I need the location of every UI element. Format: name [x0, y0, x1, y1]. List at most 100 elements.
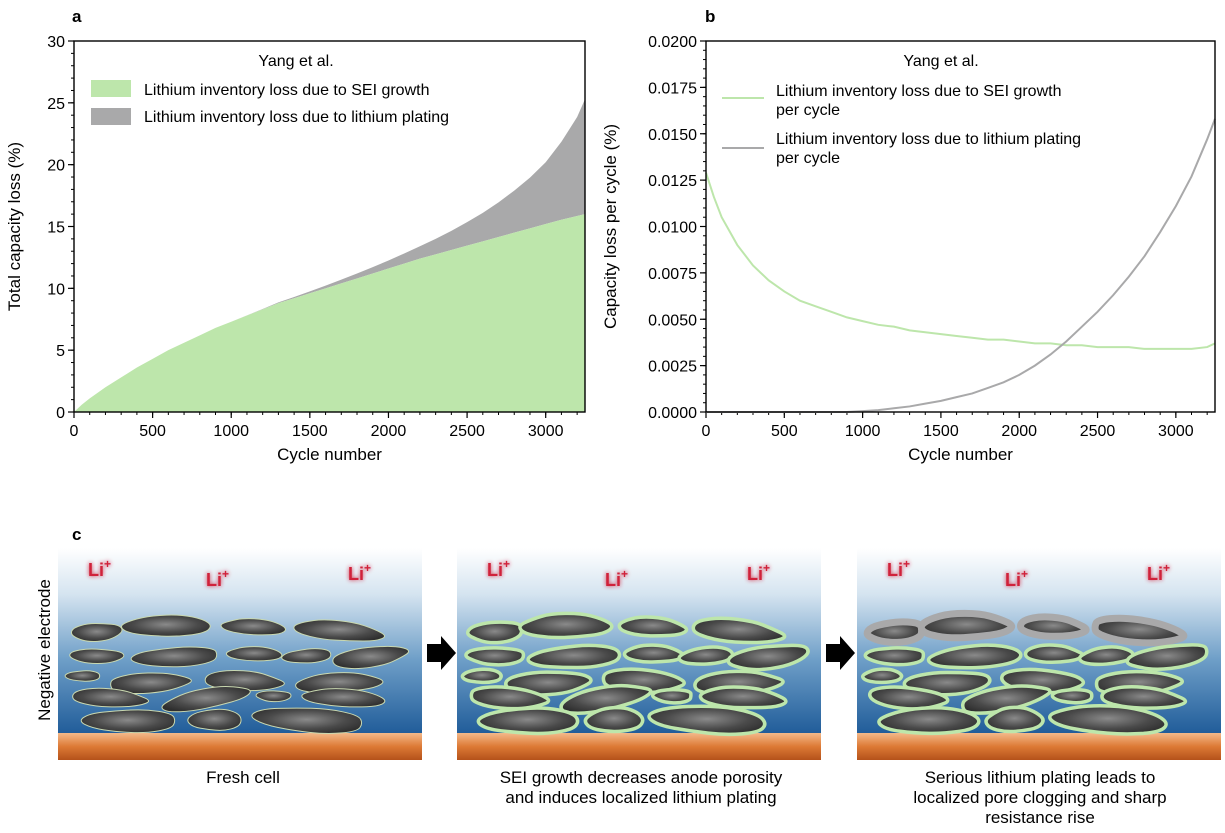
graphite-particle [110, 672, 192, 695]
x-tick-label: 2500 [1080, 423, 1116, 440]
y-tick-label: 5 [56, 343, 65, 360]
panel-label-c: c [72, 525, 81, 544]
y-tick-label: 0.0100 [648, 220, 697, 237]
y-tick-label: 0.0000 [648, 405, 697, 422]
x-tick-label: 1500 [292, 423, 328, 440]
graphite-particle [860, 667, 904, 685]
legend-label-sei: Lithium inventory loss due to SEI growth [776, 83, 1061, 100]
graphite-particle [460, 667, 503, 685]
graphite-particle [863, 618, 926, 646]
graphite-particle [130, 646, 218, 668]
legend-label-plating: Lithium inventory loss due to lithium pl… [776, 131, 1081, 148]
graphite-particle [518, 611, 614, 640]
graphite-particle [220, 618, 287, 636]
x-tick-label: 1500 [923, 423, 959, 440]
graphite-particle [1125, 643, 1209, 672]
graphite-particle [917, 609, 1016, 642]
graphite-particle [1091, 614, 1188, 647]
graphite-particle [476, 706, 580, 736]
y-tick-label: 25 [47, 96, 65, 113]
line-sei [705, 172, 1216, 350]
current-collector [857, 733, 1221, 760]
caption-sei-growth: SEI growth decreases anode porosity and … [499, 768, 783, 807]
legend-label-sei: Lithium inventory loss due to SEI growth [144, 82, 429, 99]
graphite-particle [464, 646, 526, 667]
x-tick-label: 1000 [845, 423, 881, 440]
y-tick-label: 0.0050 [648, 312, 697, 329]
graphite-particle [677, 645, 735, 666]
plot-frame [705, 40, 1216, 413]
arrow-icon [427, 636, 456, 670]
x-tick-label: 1000 [213, 423, 249, 440]
graphite-particle [80, 709, 176, 734]
graphite-particle [121, 614, 211, 637]
graphite-particle [70, 623, 123, 642]
legend-swatch-plating [91, 108, 131, 125]
y-tick-label: 0.0075 [648, 266, 697, 283]
y-tick-label: 0.0150 [648, 127, 697, 144]
graphite-particle [617, 615, 689, 638]
y-tick-label: 0.0200 [648, 34, 697, 51]
graphite-particle [293, 619, 385, 642]
graphite-particle [877, 705, 981, 736]
y-tick-label: 20 [47, 158, 65, 175]
x-tick-label: 0 [70, 423, 79, 440]
panel-label-a: a [72, 7, 82, 26]
caption-serious-plating: Serious lithium plating leads to localiz… [913, 768, 1167, 827]
electrode-panel-1: Li+Li+ Li+ [58, 548, 422, 760]
legend-swatch-sei [91, 80, 131, 97]
graphite-particle [1023, 643, 1085, 665]
legend-label-plating: per cycle [776, 150, 840, 167]
x-axis-label: Cycle number [277, 445, 382, 464]
graphite-particle [698, 685, 788, 710]
chart-a: 0 500 1000 1500 2000 2500 3000 0 5 10 15 20 25 30 Cycl… [5, 34, 586, 464]
graphite-particle [863, 646, 926, 667]
y-axis-label: Capacity loss per cycle (%) [601, 124, 620, 329]
graphite-particle [69, 648, 125, 664]
y-tick-label: 0.0175 [648, 80, 697, 97]
graphite-particle [1100, 685, 1188, 710]
graphite-particle [691, 616, 787, 645]
graphite-particle [332, 645, 410, 670]
y-tick-label: 10 [47, 281, 65, 298]
graphite-particle [281, 648, 332, 664]
legend-title: Yang et al. [903, 53, 978, 70]
graphite-particle [225, 646, 283, 662]
graphite-particle [251, 707, 363, 734]
graphite-particle [984, 705, 1045, 734]
graphite-particle [622, 643, 685, 664]
x-tick-label: 2000 [1001, 423, 1037, 440]
legend-label-plating: Lithium inventory loss due to lithium pl… [144, 109, 449, 126]
panel-label-b: b [705, 7, 715, 26]
panel-c-illustration: Negative electrode Li+Li+ Li+ Li+Li+ Li+ Li+… [35, 548, 1221, 760]
x-tick-label: 3000 [1158, 423, 1194, 440]
x-tick-label: 2500 [449, 423, 485, 440]
graphite-particle [526, 643, 622, 670]
graphite-particle [1048, 704, 1168, 736]
graphite-particle [1050, 687, 1094, 705]
electrode-panel-2: Li+Li+ Li+ [457, 548, 821, 760]
x-tick-label: 500 [771, 423, 798, 440]
graphite-particle [64, 670, 101, 682]
graphite-particle [161, 686, 251, 713]
x-tick-label: 500 [139, 423, 166, 440]
y-tick-label: 0 [56, 405, 65, 422]
graphite-particle [647, 704, 767, 737]
graphite-particle [650, 687, 693, 705]
x-tick-label: 0 [702, 423, 711, 440]
legend-title: Yang et al. [258, 53, 333, 70]
x-tick-label: 2000 [371, 423, 407, 440]
y-tick-label: 0.0125 [648, 173, 697, 190]
y-tick-label: 0.0025 [648, 359, 697, 376]
graphite-particle [726, 643, 810, 672]
caption-fresh-cell: Fresh cell [206, 768, 280, 787]
electrode-panel-3: Li+Li+ Li+ [857, 548, 1221, 760]
chart-b: 0 500 1000 1500 2000 2500 3000 0.0000 0.0025 0.00… [601, 34, 1216, 464]
plot-frame [73, 40, 586, 413]
y-axis-label: Total capacity loss (%) [5, 142, 24, 311]
x-tick-label: 3000 [528, 423, 564, 440]
graphite-particle [204, 669, 285, 692]
area-sei [74, 214, 585, 412]
graphite-particle [301, 688, 386, 708]
